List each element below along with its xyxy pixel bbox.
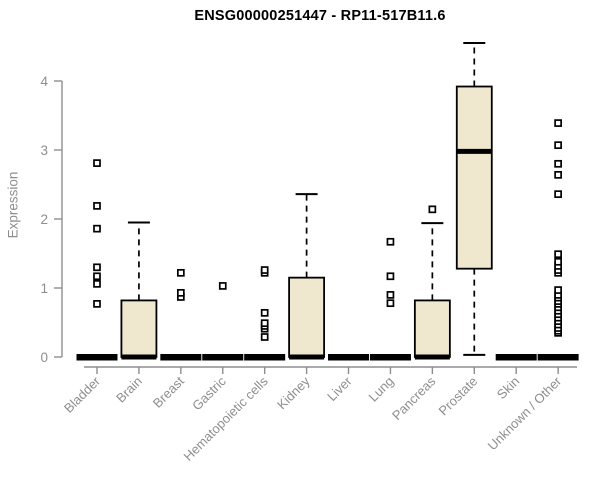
svg-text:2: 2 xyxy=(40,212,48,227)
x-tick-label: Brain xyxy=(113,374,145,406)
svg-text:3: 3 xyxy=(40,143,48,158)
x-tick-label: Gastric xyxy=(189,373,229,413)
svg-text:0: 0 xyxy=(40,350,48,365)
x-tick-label: Pancreas xyxy=(389,373,439,423)
chart-title: ENSG00000251447 - RP11-517B11.6 xyxy=(194,8,446,24)
x-tick-label: Bladder xyxy=(61,373,104,416)
x-tick-label: Kidney xyxy=(274,373,313,412)
x-tick-label: Lung xyxy=(366,374,397,405)
x-tick-label: Breast xyxy=(150,373,187,410)
x-tick-label: Skin xyxy=(494,374,522,402)
x-tick-label: Liver xyxy=(324,373,355,404)
x-tick-label: Prostate xyxy=(436,374,481,419)
svg-text:1: 1 xyxy=(40,281,48,296)
x-tick-label: Unknown / Other xyxy=(485,373,565,453)
svg-text:4: 4 xyxy=(40,74,48,89)
